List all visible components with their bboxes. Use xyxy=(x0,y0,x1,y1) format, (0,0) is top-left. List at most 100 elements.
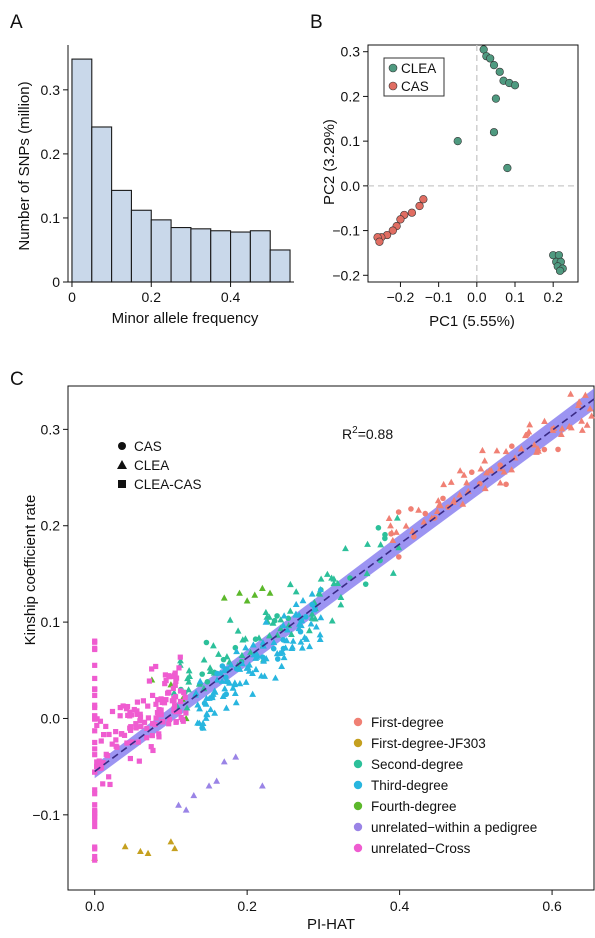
histogram-bar xyxy=(230,231,251,283)
histogram-bar xyxy=(269,249,291,283)
point-second-degree xyxy=(238,651,246,659)
r-squared-sup: 2 xyxy=(352,425,358,436)
point-fourth-degree xyxy=(167,681,175,688)
pca-legend-cas-label: CAS xyxy=(401,79,429,94)
pca-y-tick-label: 0.0 xyxy=(341,178,361,194)
point-third-degree xyxy=(280,637,286,643)
point-unrelated-cross xyxy=(92,857,98,863)
point-unrelated-cross xyxy=(145,715,152,721)
histogram-bar xyxy=(170,227,192,283)
point-unrelated-cross xyxy=(92,645,98,651)
point-first-degree xyxy=(422,510,429,517)
point-unrelated-cross xyxy=(125,712,131,719)
pca-point-clea xyxy=(510,81,520,90)
point-second-degree xyxy=(323,570,331,577)
point-unrelated-cross xyxy=(150,747,156,754)
pca-points xyxy=(373,45,567,275)
point-unrelated-cross xyxy=(127,755,133,762)
pca-point-clea xyxy=(489,61,499,70)
point-unrelated-cross xyxy=(172,703,178,709)
point-second-degree xyxy=(265,613,273,620)
point-third-degree xyxy=(310,606,318,613)
point-first-degree xyxy=(395,509,402,515)
point-second-degree xyxy=(308,610,316,617)
kinship-panel: 0.0 0.2 0.4 0.6 −0.1 0.0 0.1 0.2 0.3 R2=0.88 CA… xyxy=(22,385,595,933)
point-third-degree xyxy=(279,621,287,628)
point-third-degree xyxy=(233,647,240,655)
point-second-degree xyxy=(266,632,273,639)
histogram-x-tick-label: 0.2 xyxy=(142,289,162,305)
point-first-degree xyxy=(487,467,495,474)
point-first-degree xyxy=(578,417,586,424)
histogram-x-label: Minor allele frequency xyxy=(112,310,259,327)
point-second-degree xyxy=(362,581,369,587)
point-unrelated-cross xyxy=(94,722,100,729)
point-unrelated-cross xyxy=(158,696,164,702)
point-unrelated-cross xyxy=(166,716,173,723)
point-second-degree xyxy=(234,627,242,634)
point-second-degree xyxy=(315,589,323,596)
point-second-degree xyxy=(269,619,277,626)
point-second-degree xyxy=(328,617,336,624)
point-first-degree xyxy=(557,430,565,437)
point-third-degree xyxy=(288,643,296,650)
point-first-degree xyxy=(500,468,508,475)
point-first-degree xyxy=(525,428,533,435)
point-third-degree xyxy=(196,677,204,684)
degree-legend-marker-unrelated-cross xyxy=(353,843,363,853)
point-unrelated-cross xyxy=(124,703,131,710)
point-unrelated-cross xyxy=(98,738,104,744)
point-third-degree xyxy=(261,672,269,679)
pca-point-cas xyxy=(415,201,424,211)
point-fourth-degree xyxy=(243,597,251,604)
point-second-degree xyxy=(286,580,294,588)
degree-legend-label-fourth-degree: Fourth-degree xyxy=(371,799,457,814)
point-third-degree xyxy=(312,623,320,630)
point-unrelated-cross xyxy=(137,714,144,720)
point-second-degree xyxy=(170,689,178,696)
point-unrelated-cross xyxy=(92,846,98,852)
point-first-degree xyxy=(575,401,582,408)
point-unrelated-cross xyxy=(118,731,124,737)
degree-legend-label-third-degree: Third-degree xyxy=(371,778,448,793)
point-first-degree xyxy=(479,446,486,454)
histogram-panel: 0 0.2 0.4 0 0.1 0.2 0.3 Minor allele frequenc… xyxy=(16,45,294,327)
point-second-degree xyxy=(247,648,254,655)
point-unrelated-cross xyxy=(113,737,119,743)
pca-y-tick-label: −0.2 xyxy=(332,267,360,283)
point-second-degree xyxy=(285,621,293,629)
point-first-degree xyxy=(508,466,516,473)
kinship-y-ticks: −0.1 0.0 0.1 0.2 0.3 xyxy=(32,421,68,823)
point-third-degree xyxy=(280,612,288,619)
point-unrelated-cross xyxy=(173,678,179,685)
point-unrelated-cross xyxy=(127,725,133,731)
point-first-degree xyxy=(456,491,464,498)
pca-y-tick-label: −0.1 xyxy=(332,223,360,239)
point-first-degree xyxy=(526,421,534,428)
point-unrelated-cross xyxy=(177,654,183,660)
pca-y-tick-label: 0.1 xyxy=(341,133,361,149)
degree-legend-marker-unrelated-within-a-pedigree xyxy=(353,822,363,832)
panel-letter-a: A xyxy=(10,12,23,33)
point-unrelated-cross xyxy=(92,675,98,682)
point-unrelated-cross xyxy=(165,690,171,696)
point-unrelated-cross xyxy=(171,673,178,680)
panel-letter-c: C xyxy=(10,369,24,390)
kinship-y-tick-label: 0.2 xyxy=(41,518,61,534)
pca-x-tick-label: 0.2 xyxy=(543,289,563,305)
point-first-degree xyxy=(392,528,400,535)
shape-legend-clea-cas: CLEA-CAS xyxy=(134,477,202,492)
point-first-degree xyxy=(468,469,475,476)
point-unrelated-cross xyxy=(137,711,143,717)
kinship-x-tick-label: 0.4 xyxy=(390,898,410,914)
degree-legend-label-unrelated-cross: unrelated−Cross xyxy=(371,841,471,856)
pca-point-clea xyxy=(503,163,512,173)
histogram-x-tick-label: 0.4 xyxy=(221,289,241,305)
point-first-degree-jf303 xyxy=(121,843,129,850)
point-unrelated-cross xyxy=(113,743,119,749)
point-unrelated-cross xyxy=(128,712,135,718)
point-second-degree xyxy=(382,531,388,538)
point-third-degree xyxy=(252,649,260,656)
point-unrelated-cross xyxy=(182,694,188,700)
point-third-degree xyxy=(223,691,230,698)
